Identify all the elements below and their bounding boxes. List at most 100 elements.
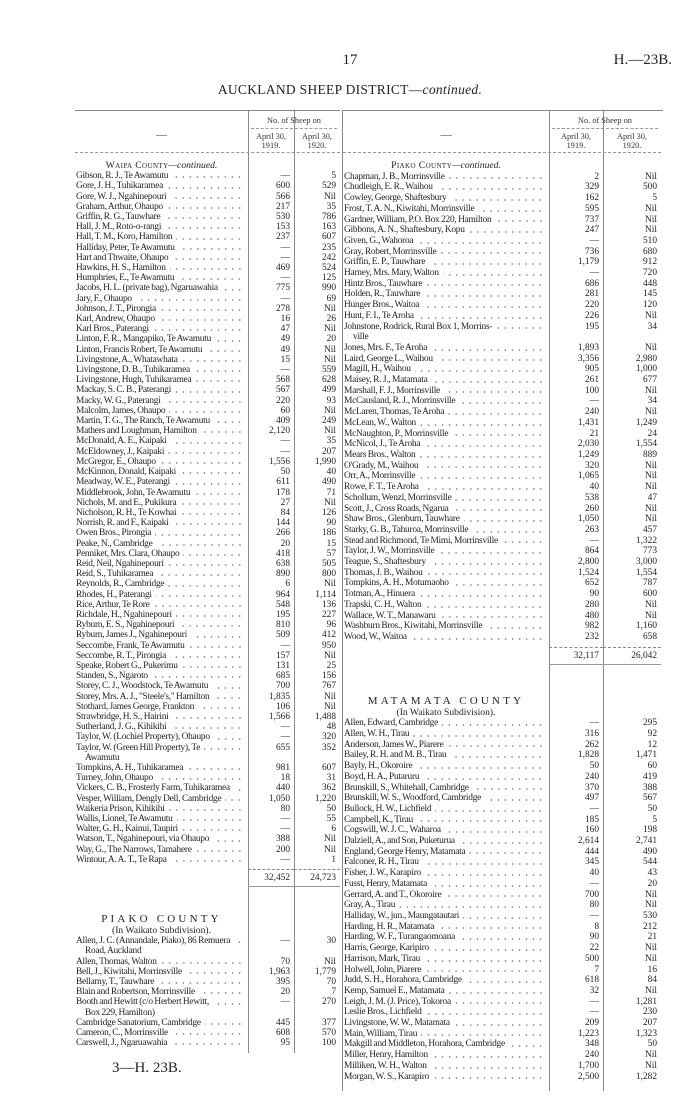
sheep-1919: 209 xyxy=(584,1018,599,1029)
owner-name: Morgan, W. S., Karapiro xyxy=(343,1071,549,1083)
owner-name-text: Carswell, J., Ngaruawahia xyxy=(76,1038,168,1049)
owner-name: McCausland, R. J., Morrinsville xyxy=(343,396,549,408)
sheep-1919: 538 xyxy=(584,492,599,503)
owner-name: Boyd, H. A., Putaruru xyxy=(343,771,549,783)
sheep-1919: 49 xyxy=(280,344,290,355)
table-row: Hunger Bros., Waitoa 220 120 xyxy=(343,300,663,311)
sheep-1920: Nil xyxy=(645,1050,657,1061)
owner-name: Tompkins, A. H., Motumaoho xyxy=(343,578,549,590)
table-row: Given, G., Wahoroa — 510 xyxy=(343,235,663,247)
dot-leader xyxy=(424,289,544,301)
sheep-1919: 737 xyxy=(584,214,599,225)
owner-name-text: Way, G., The Narrows, Tamahere xyxy=(76,844,192,855)
dot-leader xyxy=(440,246,544,258)
sheep-1919: 20 xyxy=(280,538,290,549)
table-row: Leigh, J. M. (J. Price), Tokoroa — 1,281 xyxy=(343,996,663,1008)
dot-leader xyxy=(431,375,544,386)
owner-name: Vickers, C. B., Frosterly Farm, Tuhikara… xyxy=(75,783,248,794)
dot-leader xyxy=(170,722,243,733)
table-row: Storey, C. J., Woodstock, Te Awamutu 700 7… xyxy=(75,681,340,692)
owner-name: Rowe, F. T., Te Aroha xyxy=(343,482,549,493)
sheep-1919: 157 xyxy=(275,650,290,661)
owner-name-text: Harney, Mrs. Mary, Walton xyxy=(344,268,439,279)
owner-name-continued: Awamutu xyxy=(85,752,120,763)
owner-name: Waikeria Prison, Kihikihi xyxy=(75,803,248,814)
dot-leader xyxy=(198,987,243,998)
dot-leader xyxy=(200,426,243,437)
owner-name-line: Bellamy, T., Tauwhare xyxy=(76,977,248,988)
table-row: Taylor, W. (Lochiel Property), Ohaupo — 32… xyxy=(75,732,340,743)
dot-leader xyxy=(180,507,243,519)
column-header-group: No. of Sheep on xyxy=(578,116,632,125)
sheep-1920: Nil xyxy=(324,344,336,355)
sheep-1919: 200 xyxy=(275,844,290,855)
owner-name-line: McDonald, A. E., Kaipaki xyxy=(76,436,248,447)
subdivision-label: (In Waikato Subdivision). xyxy=(396,707,496,719)
sheep-1920: Nil xyxy=(324,579,336,590)
table-row: Starky, G. B., Tahuroa, Morrinsville 263 4… xyxy=(343,524,663,536)
sheep-1920: 50 xyxy=(647,1039,657,1050)
owner-name-line: Gray, Robert, Morrinsville xyxy=(344,246,549,258)
dot-leader xyxy=(180,467,243,478)
owner-name: Miller, Henry, Hamilton xyxy=(343,1050,549,1061)
dot-leader xyxy=(501,535,544,547)
owner-name-text: Harding, W. F., Turangaomoana xyxy=(344,932,456,943)
owner-name-line: Nicholson, R. H., Te Kowhai xyxy=(76,507,248,519)
sheep-1920: 448 xyxy=(642,278,657,289)
page-number: 17 xyxy=(342,52,358,68)
owner-name: Campbell, K., Tirau xyxy=(343,814,549,826)
sheep-1919: 345 xyxy=(584,857,599,868)
table-row: Reid, Neil, Ngahinepouri 638 505 xyxy=(75,558,340,570)
table-row: Tompkins, A. H., Motumaoho 652 787 xyxy=(343,578,663,590)
owner-name-line: England, George Henry, Matamata xyxy=(344,846,549,858)
owner-name: Storey, Mrs. A. J., "Steele's," Hamilton xyxy=(75,691,248,702)
table-row: Rowe, F. T., Te Aroha 40 Nil xyxy=(343,482,663,493)
dot-leader xyxy=(419,449,544,461)
owner-name-text: Mears Bros., Walton xyxy=(344,449,416,460)
owner-name-line: Reynolds, R., Cambridge xyxy=(76,579,248,590)
sheep-1920: Nil xyxy=(324,691,336,702)
dot-leader xyxy=(164,395,243,406)
owner-name-text: Main, William, Tirau xyxy=(344,1028,418,1039)
dot-leader xyxy=(421,1028,544,1040)
owner-name-text: Hunger Bros., Waitoa xyxy=(344,300,420,311)
owner-name-line: Graham, Arthur, Ohaupo xyxy=(76,201,248,213)
sheep-1920: 1,282 xyxy=(635,1071,657,1082)
dot-leader xyxy=(172,252,243,264)
table-row: Tompkins, A. H., Tuhikaramea 981 607 xyxy=(75,762,340,774)
sheep-1920: 5 xyxy=(652,193,657,204)
table-row: Mackay, S. C. B., Paterangi 567 499 xyxy=(75,385,340,396)
owner-name: Nicholson, R. H., Te Kowhai xyxy=(75,507,248,519)
sheep-1920: 242 xyxy=(321,252,336,263)
table-row: Nicholson, R. H., Te Kowhai 84 126 xyxy=(75,507,340,519)
table-row: Bailey, R. H. and M. B., Tirau 1,828 1,471 xyxy=(343,750,663,762)
table-row: Linton, F. R., Mangapiko, Te Awamutu 49 20 xyxy=(75,334,340,345)
owner-name-text: Milliken, W. H., Walton xyxy=(344,1060,427,1071)
owner-name: Falconer, R. H., Tirau xyxy=(343,857,549,869)
county-name: Piako County xyxy=(391,160,453,171)
owner-name-line: Brunskill, S., Whitehall, Cambridge xyxy=(344,782,549,794)
owner-name: McLean, W., Walton xyxy=(343,417,549,429)
sheep-1919: 220 xyxy=(584,300,599,311)
owner-name-line: Mathers and Loughman, Hamilton xyxy=(76,426,248,437)
dot-leader xyxy=(190,630,243,641)
table-row: Walter, G. H., Kainui, Taupiri — 6 xyxy=(75,824,340,835)
sheep-1920: 120 xyxy=(642,300,657,311)
dot-leader xyxy=(472,782,544,794)
sheep-1919: — xyxy=(280,171,290,182)
owner-name-text: Washburn Bros., Kiwitahi, Morrinsville xyxy=(344,621,483,632)
owner-name-text: Karl, Andrew, Ohaupo xyxy=(76,314,155,325)
sheep-1919: 497 xyxy=(584,793,599,804)
owner-name-line: Hunger Bros., Waitoa xyxy=(344,300,549,311)
owner-name-line: Trapski, C. H., Walton xyxy=(344,599,549,611)
owner-name-text: McDonald, A. E., Kaipaki xyxy=(76,436,167,447)
sheep-1919: 618 xyxy=(584,975,599,986)
table-row: Malcolm, James, Ohaupo 60 Nil xyxy=(75,405,340,417)
owner-name-text: Bell, J., Kiwitahi, Morrinsville xyxy=(76,966,182,977)
table-row: Rhodes, H., Paterangi 964 1,114 xyxy=(75,589,340,600)
owner-name: Jones, Mrs. F., Te Aroha xyxy=(343,342,549,354)
sheep-1919: 281 xyxy=(584,289,599,300)
sheep-1919: 1,566 xyxy=(268,711,290,722)
owner-name-text: Cogswill, W. J. C., Waharoa xyxy=(344,825,441,836)
owner-name: Malcolm, James, Ohaupo xyxy=(75,405,248,417)
